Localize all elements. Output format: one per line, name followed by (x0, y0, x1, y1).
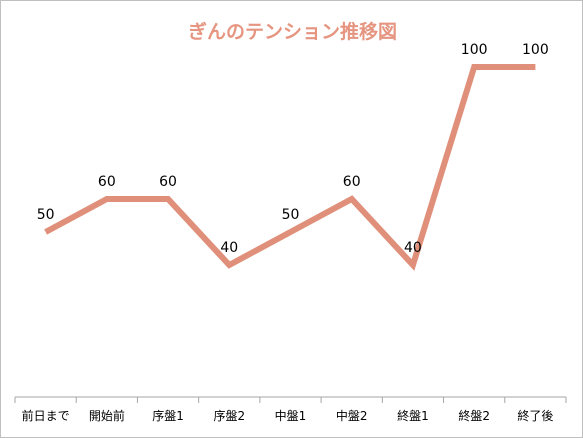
data-label: 40 (220, 240, 238, 256)
x-tick-label: 中盤1 (275, 408, 307, 423)
x-tick-label: 開始前 (89, 408, 125, 423)
data-label: 60 (343, 174, 361, 190)
x-tick-label: 終盤1 (397, 408, 429, 423)
data-label: 60 (98, 174, 116, 190)
data-label: 100 (461, 42, 488, 58)
x-tick-label: 序盤1 (152, 408, 184, 423)
data-label: 100 (522, 42, 549, 58)
x-tick-label: 終了後 (517, 408, 553, 423)
x-tick-label: 前日まで (22, 408, 70, 423)
series-line (44, 64, 536, 271)
data-label: 40 (404, 240, 422, 256)
x-tick-label: 序盤2 (213, 408, 245, 423)
x-tick-label: 中盤2 (336, 408, 368, 423)
data-label: 50 (37, 207, 55, 223)
x-tick-label: 終盤2 (458, 408, 490, 423)
chart-title: ぎんのテンション推移図 (187, 21, 397, 43)
data-label: 60 (159, 174, 177, 190)
data-label: 50 (282, 207, 300, 223)
